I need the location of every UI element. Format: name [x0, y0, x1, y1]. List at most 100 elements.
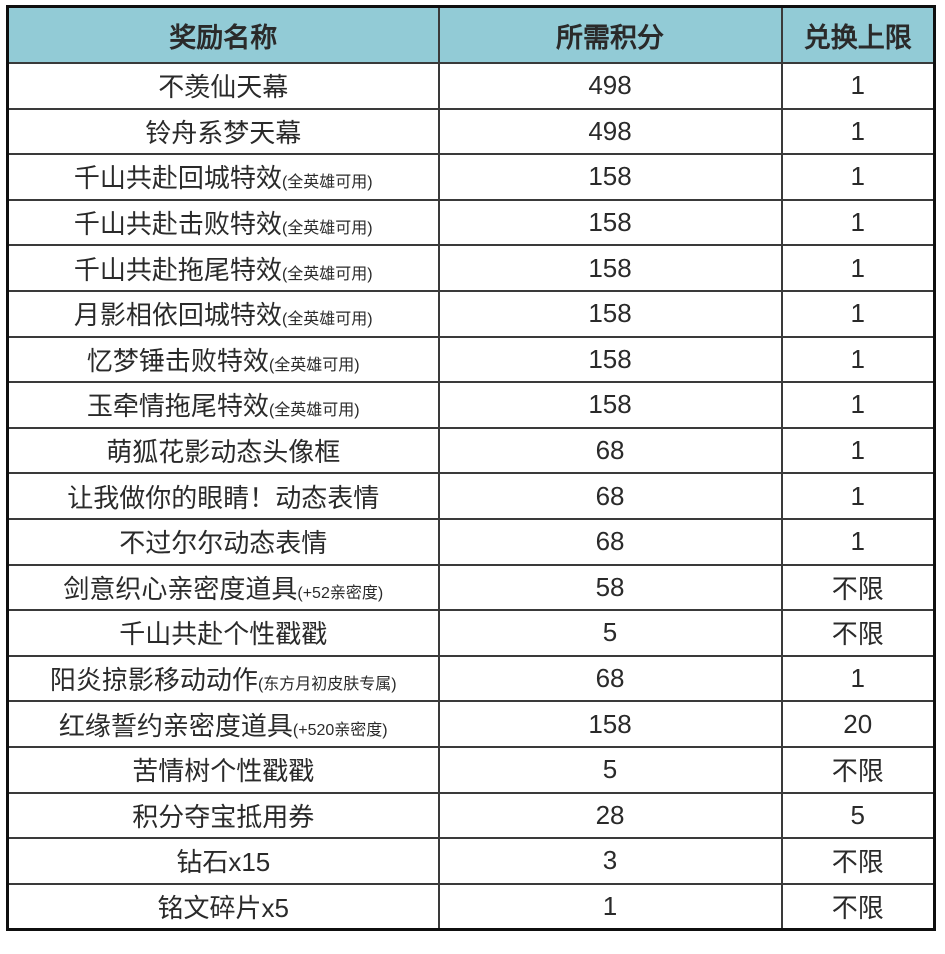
reward-name-cell: 千山共赴个性戳戳 — [6, 609, 440, 657]
table-body: 不羡仙天幕 498 1 铃舟系梦天幕 498 1 千山共赴回城特效(全英雄可用) 158 1 千山… — [6, 62, 936, 931]
table-row: 不羡仙天幕 498 1 — [6, 62, 936, 110]
limit-cell: 20 — [780, 700, 936, 748]
limit-cell: 1 — [780, 517, 936, 566]
table-row: 千山共赴击败特效(全英雄可用) 158 1 — [6, 198, 936, 247]
table-row: 月影相依回城特效(全英雄可用) 158 1 — [6, 289, 936, 338]
reward-name-cell: 铃舟系梦天幕 — [6, 107, 440, 156]
table-row: 剑意织心亲密度道具(+52亲密度) 58 不限 — [6, 563, 936, 612]
reward-name-cell: 千山共赴拖尾特效(全英雄可用) — [6, 244, 440, 292]
limit-cell: 1 — [780, 62, 936, 110]
table-row: 萌狐花影动态头像框 68 1 — [6, 426, 936, 475]
points-cell: 3 — [437, 837, 783, 885]
points-cell: 158 — [437, 289, 783, 338]
table-row: 千山共赴个性戳戳 5 不限 — [6, 609, 936, 657]
points-cell: 158 — [437, 153, 783, 201]
reward-note: (东方月初皮肤专属) — [257, 676, 397, 694]
limit-cell: 1 — [780, 654, 936, 703]
reward-name-cell: 月影相依回城特效(全英雄可用) — [6, 289, 440, 338]
reward-name: 铃舟系梦天幕 — [145, 117, 302, 148]
points-cell: 158 — [437, 198, 783, 247]
column-header-exchange-limit: 兑换上限 — [780, 5, 936, 64]
table-row: 积分夺宝抵用券 28 5 — [6, 791, 936, 840]
reward-name-cell: 不羡仙天幕 — [6, 62, 440, 110]
reward-name: 不羡仙天幕 — [158, 72, 289, 103]
column-header-reward-name: 奖励名称 — [6, 5, 440, 64]
table-row: 钻石x15 3 不限 — [6, 837, 936, 885]
points-cell: 498 — [437, 107, 783, 156]
table-header: 奖励名称 所需积分 兑换上限 — [6, 5, 936, 64]
reward-name-cell: 玉牵情拖尾特效(全英雄可用) — [6, 381, 440, 429]
points-cell: 158 — [437, 700, 783, 748]
reward-name-cell: 忆梦锤击败特效(全英雄可用) — [6, 335, 440, 384]
points-cell: 158 — [437, 335, 783, 384]
limit-cell: 不限 — [780, 837, 936, 885]
table-row: 阳炎掠影移动动作(东方月初皮肤专属) 68 1 — [6, 654, 936, 703]
reward-name: 铭文碎片x5 — [157, 892, 289, 923]
reward-name: 千山共赴回城特效 — [73, 163, 282, 194]
reward-name: 忆梦锤击败特效 — [86, 345, 269, 376]
reward-note: (全英雄可用) — [281, 220, 373, 238]
reward-name: 红缘誓约亲密度道具 — [58, 710, 293, 741]
rewards-table: 奖励名称 所需积分 兑换上限 不羡仙天幕 498 1 铃舟系梦天幕 498 1 千山共赴回城… — [6, 5, 936, 932]
reward-name: 千山共赴击败特效 — [73, 209, 282, 240]
reward-name: 钻石x15 — [176, 847, 271, 878]
limit-cell: 1 — [780, 244, 936, 292]
limit-cell: 1 — [780, 153, 936, 201]
limit-cell: 1 — [780, 472, 936, 520]
points-cell: 158 — [437, 244, 783, 292]
reward-name-cell: 红缘誓约亲密度道具(+520亲密度) — [6, 700, 440, 748]
reward-name: 让我做你的眼睛！动态表情 — [67, 482, 380, 513]
points-cell: 68 — [437, 517, 783, 566]
column-header-points-required: 所需积分 — [437, 5, 783, 64]
table-row: 红缘誓约亲密度道具(+520亲密度) 158 20 — [6, 700, 936, 748]
reward-name-cell: 阳炎掠影移动动作(东方月初皮肤专属) — [6, 654, 440, 703]
table-row: 让我做你的眼睛！动态表情 68 1 — [6, 472, 936, 520]
table-row: 玉牵情拖尾特效(全英雄可用) 158 1 — [6, 381, 936, 429]
limit-cell: 1 — [780, 198, 936, 247]
limit-cell: 不限 — [780, 882, 936, 931]
reward-name-cell: 积分夺宝抵用券 — [6, 791, 440, 840]
points-cell: 58 — [437, 563, 783, 612]
limit-cell: 不限 — [780, 563, 936, 612]
limit-cell: 1 — [780, 426, 936, 475]
points-cell: 5 — [437, 745, 783, 794]
limit-cell: 不限 — [780, 745, 936, 794]
points-cell: 5 — [437, 609, 783, 657]
limit-cell: 5 — [780, 791, 936, 840]
reward-name: 玉牵情拖尾特效 — [86, 391, 269, 422]
points-cell: 68 — [437, 654, 783, 703]
points-cell: 498 — [437, 62, 783, 110]
reward-name: 千山共赴个性戳戳 — [119, 619, 328, 650]
reward-name: 不过尔尔动态表情 — [119, 528, 328, 559]
reward-name: 剑意织心亲密度道具 — [63, 573, 298, 604]
reward-name-cell: 萌狐花影动态头像框 — [6, 426, 440, 475]
table-row: 忆梦锤击败特效(全英雄可用) 158 1 — [6, 335, 936, 384]
points-cell: 158 — [437, 381, 783, 429]
limit-cell: 1 — [780, 289, 936, 338]
table-row: 铃舟系梦天幕 498 1 — [6, 107, 936, 156]
limit-cell: 不限 — [780, 609, 936, 657]
reward-note: (全英雄可用) — [281, 174, 373, 192]
reward-note: (全英雄可用) — [281, 311, 373, 329]
reward-name: 积分夺宝抵用券 — [132, 801, 315, 832]
limit-cell: 1 — [780, 335, 936, 384]
reward-name-cell: 千山共赴击败特效(全英雄可用) — [6, 198, 440, 247]
limit-cell: 1 — [780, 107, 936, 156]
reward-name-cell: 钻石x15 — [6, 837, 440, 885]
points-cell: 28 — [437, 791, 783, 840]
points-cell: 68 — [437, 472, 783, 520]
reward-note: (全英雄可用) — [268, 356, 360, 374]
reward-note: (+520亲密度) — [292, 721, 388, 739]
reward-note: (全英雄可用) — [281, 265, 373, 283]
table-row: 千山共赴回城特效(全英雄可用) 158 1 — [6, 153, 936, 201]
reward-name: 萌狐花影动态头像框 — [106, 437, 341, 468]
reward-note: (+52亲密度) — [297, 584, 384, 602]
reward-name-cell: 不过尔尔动态表情 — [6, 517, 440, 566]
table-row: 不过尔尔动态表情 68 1 — [6, 517, 936, 566]
points-cell: 68 — [437, 426, 783, 475]
reward-name-cell: 千山共赴回城特效(全英雄可用) — [6, 153, 440, 201]
header-row: 奖励名称 所需积分 兑换上限 — [6, 5, 936, 64]
limit-cell: 1 — [780, 381, 936, 429]
reward-name: 千山共赴拖尾特效 — [73, 254, 282, 285]
